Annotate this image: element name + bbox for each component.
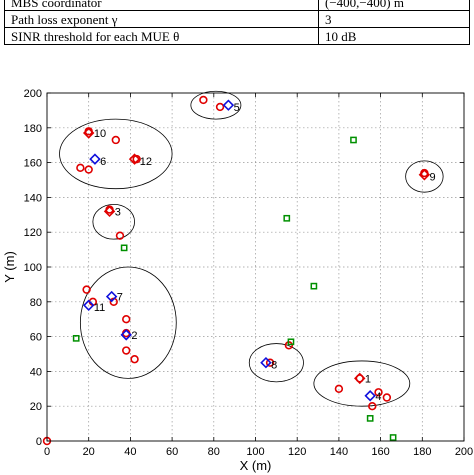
parameter-table: MBS coordinator (−400,−400) m Path loss …: [4, 0, 470, 45]
sbs-point: [82, 299, 95, 312]
cluster-circle: [59, 118, 173, 190]
cluster-circle: [313, 360, 411, 407]
x-tick-label: 40: [124, 446, 136, 458]
cluster-circle: [190, 90, 242, 120]
x-axis-title: X (m): [240, 458, 272, 473]
point-label: 5: [234, 102, 240, 114]
sbs-point: [89, 153, 101, 165]
x-tick-label: 160: [371, 446, 389, 458]
mue-point: [355, 374, 364, 383]
sue-point: [310, 282, 318, 290]
y-tick-label: 20: [30, 401, 42, 413]
x-tick-label: 0: [44, 446, 50, 458]
axes: 0 20 40 60 80 100 120 140 160 180 200 0 20 40 60 80 100 1…: [24, 88, 474, 458]
point-label: 11: [94, 302, 105, 314]
point-label: 8: [271, 359, 277, 371]
y-axis-title: Y (m): [2, 251, 17, 283]
x-tick-label: 200: [455, 446, 473, 458]
sbs-point: [103, 205, 116, 218]
cluster-circle: [405, 160, 444, 193]
point-label: 10: [94, 128, 106, 140]
y-tick-label: 0: [36, 436, 42, 448]
x-tick-label: 60: [166, 446, 178, 458]
table-cell: SINR threshold for each MUE θ: [4, 27, 319, 45]
sue-point: [120, 244, 128, 252]
sbs-point: [82, 127, 95, 139]
cluster-circles: [59, 90, 444, 407]
sue-point: [287, 338, 295, 346]
x-tick-label: 80: [208, 446, 220, 458]
grid: [47, 93, 464, 441]
mue-point: [265, 358, 275, 367]
mue-point: [368, 402, 377, 411]
y-tick-label: 120: [24, 227, 42, 239]
mue-point: [115, 231, 125, 240]
sbs-point: [105, 290, 118, 303]
mue-point: [199, 95, 208, 105]
mue-point: [122, 346, 131, 355]
y-tick-label: 200: [24, 88, 42, 100]
mue-point: [130, 355, 139, 364]
y-tick-label: 140: [24, 192, 42, 204]
mue-point: [82, 285, 91, 294]
point-label: 7: [117, 292, 123, 304]
point-label: 2: [131, 330, 137, 342]
sue-point: [283, 214, 291, 222]
x-tick-label: 180: [413, 446, 431, 458]
y-tick-label: 80: [30, 297, 42, 309]
x-tick-label: 100: [246, 446, 264, 458]
point-label: 9: [430, 172, 436, 184]
point-label: 3: [115, 206, 121, 218]
y-tick-label: 160: [24, 158, 42, 170]
y-tick-label: 180: [24, 123, 42, 135]
y-tick-label: 60: [30, 332, 42, 344]
y-tick-label: 40: [30, 366, 42, 378]
sue-point: [72, 334, 80, 342]
table-row: SINR threshold for each MUE θ 10 dB: [4, 27, 470, 45]
mue-point: [111, 135, 121, 145]
cluster-circle: [92, 203, 135, 240]
mue-point: [215, 102, 225, 112]
point-label: 12: [140, 156, 152, 168]
sbs-point: [418, 169, 431, 181]
x-tick-label: 20: [83, 446, 95, 458]
data-markers: [42, 95, 431, 446]
table-cell: 10 dB: [318, 27, 470, 45]
mue-point: [76, 163, 85, 173]
cluster-circle: [79, 266, 177, 379]
x-tick-label: 140: [330, 446, 348, 458]
mue-point: [84, 165, 93, 174]
sue-point: [350, 136, 357, 144]
point-label: 4: [375, 391, 381, 403]
mue-point: [334, 384, 344, 393]
mue-point: [122, 315, 131, 324]
sbs-point: [120, 329, 132, 341]
sbs-point: [260, 356, 272, 369]
x-tick-label: 120: [288, 446, 306, 458]
point-label: 6: [100, 156, 106, 168]
sue-point: [366, 415, 374, 422]
sue-point: [389, 434, 397, 441]
sbs-point: [354, 372, 366, 385]
y-tick-label: 100: [24, 262, 42, 274]
mue-point: [374, 388, 383, 397]
point-label: 1: [365, 373, 371, 385]
sbs-point: [364, 390, 376, 402]
mue-point: [382, 393, 392, 402]
cluster-circle: [248, 343, 304, 383]
sbs-point: [222, 99, 235, 111]
sbs-point: [128, 153, 141, 165]
